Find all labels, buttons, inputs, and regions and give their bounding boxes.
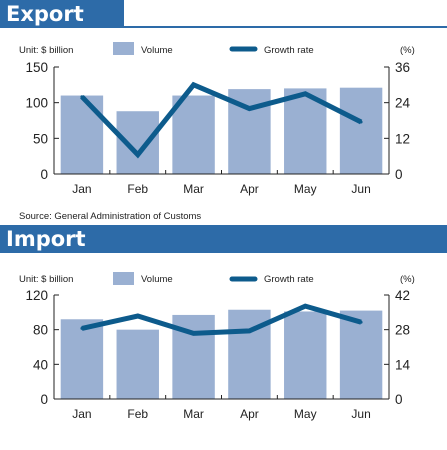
point-growth-rate-apr: [247, 329, 251, 333]
legend-label-growth-rate: Growth rate: [264, 45, 314, 56]
legend-label-volume: Volume: [141, 274, 173, 285]
import-title: Import: [6, 227, 86, 251]
export-chart: Unit: $ billion (%) Volume Growth rate 0 50 10…: [19, 42, 415, 196]
point-growth-rate-jan: [80, 326, 84, 330]
legend-swatch-volume: [113, 42, 134, 55]
x-tick-label-mar: Mar: [183, 182, 204, 196]
legend-label-growth-rate: Growth rate: [264, 274, 314, 285]
import-chart: Unit: $ billion (%) Volume Growth rate 0 40 80…: [19, 272, 415, 421]
series-line-growth-rate: [80, 81, 363, 159]
point-growth-rate-may: [303, 304, 307, 308]
y-tick-label-left: 150: [25, 60, 48, 75]
bar-volume-mar: [172, 95, 215, 174]
unit-label-right: (%): [400, 45, 415, 56]
x-tick-label-feb: Feb: [127, 407, 148, 421]
bar-volume-may: [284, 311, 327, 399]
point-growth-rate-jan: [80, 95, 84, 99]
y-tick-label-right: 24: [395, 96, 411, 111]
import-banner: Import: [0, 225, 447, 253]
y-tick-label-right: 28: [395, 323, 410, 338]
y-tick-label-left: 50: [33, 131, 48, 146]
x-tick-label-jun: Jun: [351, 407, 370, 421]
x-tick-label-apr: Apr: [240, 182, 259, 196]
y-tick-label-left: 0: [40, 167, 48, 182]
bar-volume-jan: [60, 319, 104, 399]
source-note: Source: General Administration of Custom…: [19, 211, 202, 222]
x-tick-label-apr: Apr: [240, 407, 259, 421]
x-tick-label-feb: Feb: [127, 182, 148, 196]
y-tick-label-right: 36: [395, 60, 410, 75]
point-growth-rate-jun: [359, 320, 363, 324]
y-tick-label-left: 100: [25, 96, 48, 111]
x-tick-label-may: May: [294, 182, 317, 196]
y-tick-label-left: 40: [33, 357, 48, 372]
y-tick-label-right: 0: [395, 392, 403, 407]
point-growth-rate-may: [303, 92, 307, 96]
y-tick-label-right: 42: [395, 288, 410, 303]
legend-label-volume: Volume: [141, 45, 173, 56]
export-banner-divider: [0, 26, 447, 28]
y-tick-label-left: 0: [40, 392, 48, 407]
bar-volume-jun: [339, 87, 383, 174]
x-tick-label-may: May: [294, 407, 317, 421]
point-growth-rate-feb: [136, 314, 140, 318]
y-tick-label-left: 120: [25, 288, 48, 303]
point-growth-rate-jun: [359, 120, 363, 124]
point-growth-rate-apr: [247, 107, 251, 111]
unit-label-left: Unit: $ billion: [19, 274, 73, 285]
point-growth-rate-mar: [192, 331, 196, 335]
unit-label-left: Unit: $ billion: [19, 45, 73, 56]
x-tick-label-jan: Jan: [72, 182, 91, 196]
point-growth-rate-mar: [192, 83, 196, 87]
y-tick-label-left: 80: [33, 323, 48, 338]
series-line-growth-rate: [81, 303, 362, 336]
y-tick-label-right: 14: [395, 357, 411, 372]
point-growth-rate-feb: [136, 153, 140, 157]
unit-label-right: (%): [400, 274, 415, 285]
export-title: Export: [6, 2, 84, 26]
bar-volume-jun: [339, 310, 383, 399]
bar-volume-jan: [60, 95, 104, 174]
bar-volume-feb: [116, 329, 159, 399]
y-tick-label-right: 12: [395, 131, 410, 146]
legend-swatch-volume: [113, 272, 134, 285]
y-tick-label-right: 0: [395, 167, 403, 182]
x-tick-label-jun: Jun: [351, 182, 370, 196]
x-tick-label-mar: Mar: [183, 407, 204, 421]
x-tick-label-jan: Jan: [72, 407, 91, 421]
export-banner: Export: [0, 0, 124, 28]
